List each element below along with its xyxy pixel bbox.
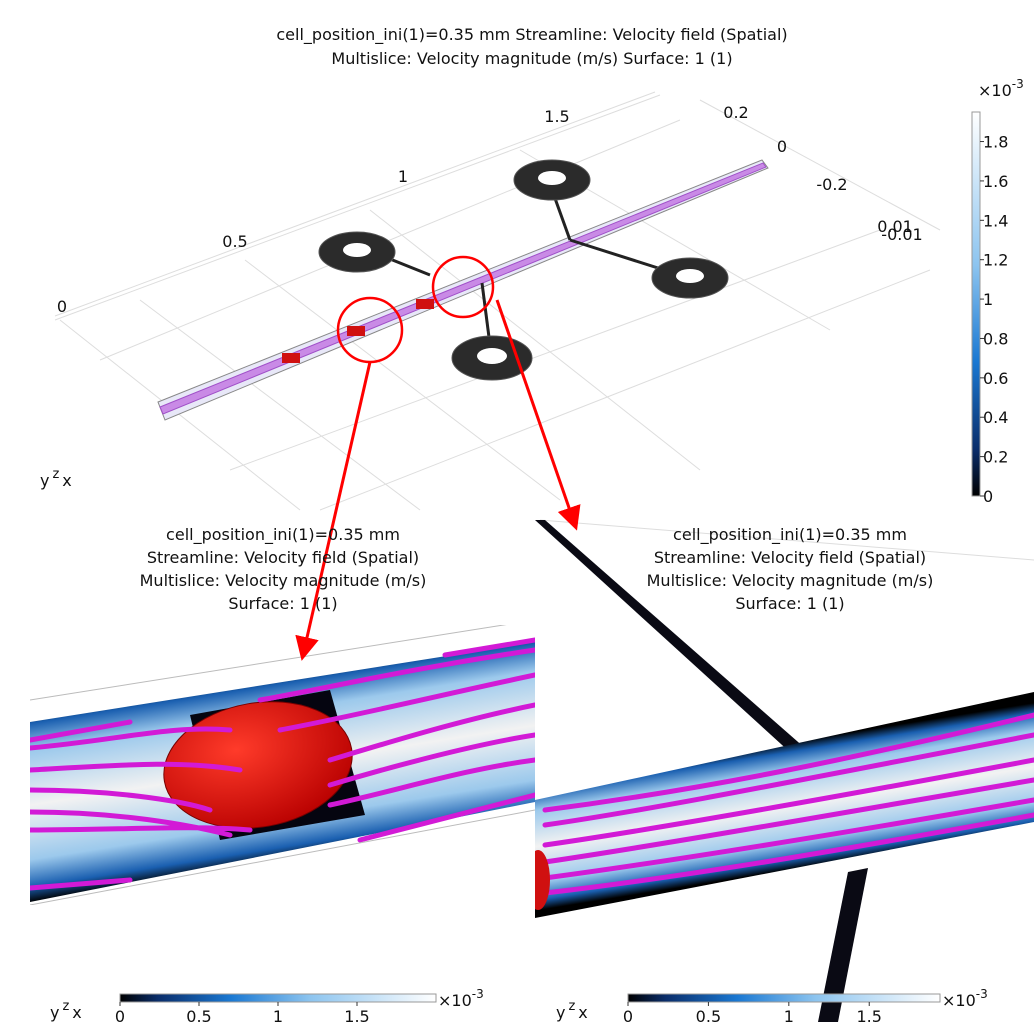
triad-label: x — [578, 1003, 587, 1022]
colorbar-tick-label: 0.5 — [186, 1007, 211, 1022]
left-scene — [30, 620, 535, 905]
triad-label: z — [52, 467, 59, 482]
axis-label: 1.5 — [544, 107, 569, 126]
colorbar-tick-label: 0.5 — [696, 1007, 721, 1022]
exponent-base: ×10 — [942, 991, 976, 1010]
colorbar-tick-label: 0 — [983, 487, 993, 506]
colorbar-tick-label: 0 — [623, 1007, 633, 1022]
triad-label: y — [50, 1003, 59, 1022]
colorbar-tick-label: 1.4 — [983, 211, 1008, 230]
colorbar-tick-label: 0.4 — [983, 408, 1008, 427]
figure: cell_position_ini(1)=0.35 mm Streamline:… — [0, 0, 1034, 1022]
axis-label: -0.01 — [881, 225, 922, 244]
colorbar-tick-label: 1 — [273, 1007, 283, 1022]
panel-title: cell_position_ini(1)=0.35 mm — [673, 525, 907, 545]
colorbar-tick-label: 1 — [983, 290, 993, 309]
axis-label: -0.2 — [816, 175, 847, 194]
axis-label: 0 — [57, 297, 67, 316]
triad-label: z — [568, 999, 575, 1014]
colorbar — [120, 994, 436, 1002]
panel-title: Surface: 1 (1) — [228, 594, 337, 613]
panel-title: Multislice: Velocity magnitude (m/s) — [140, 571, 427, 590]
triad-label: y — [40, 471, 49, 490]
panel-title: Multislice: Velocity magnitude (m/s) — [647, 571, 934, 590]
colorbar — [628, 994, 940, 1002]
colorbar-tick-label: 0 — [115, 1007, 125, 1022]
panel-title: cell_position_ini(1)=0.35 mm Streamline:… — [276, 25, 787, 45]
triad-label: z — [62, 999, 69, 1014]
panel-title: Surface: 1 (1) — [735, 594, 844, 613]
colorbar-exponent: ×10-3 — [978, 77, 1024, 100]
exponent-power: -3 — [1012, 77, 1024, 91]
axis-label: 0.2 — [723, 103, 748, 122]
exponent-base: ×10 — [978, 81, 1012, 100]
colorbar-tick-label: 1.5 — [857, 1007, 882, 1022]
colorbar-tick-label: 1.6 — [983, 172, 1008, 191]
colorbar-tick-label: 0.2 — [983, 448, 1008, 467]
panel-title: Multislice: Velocity magnitude (m/s) Sur… — [331, 49, 732, 68]
triad-label: x — [62, 471, 71, 490]
panel-title: cell_position_ini(1)=0.35 mm — [166, 525, 400, 545]
axis-label: 0 — [777, 137, 787, 156]
panel-title: Streamline: Velocity field (Spatial) — [147, 548, 419, 567]
colorbar-tick-label: 1.2 — [983, 251, 1008, 270]
exponent-base: ×10 — [438, 991, 472, 1010]
colorbar-tick-label: 1.8 — [983, 133, 1008, 152]
panel-title: Streamline: Velocity field (Spatial) — [654, 548, 926, 567]
colorbar — [972, 112, 980, 496]
axis-label: 0.5 — [222, 232, 247, 251]
exponent-power: -3 — [976, 987, 988, 1001]
axis-label: 1 — [398, 167, 408, 186]
triad-label: x — [72, 1003, 81, 1022]
colorbar-tick-label: 1.5 — [344, 1007, 369, 1022]
colorbar-tick-label: 0.8 — [983, 329, 1008, 348]
colorbar-tick-label: 0.6 — [983, 369, 1008, 388]
triad-label: y — [556, 1003, 565, 1022]
colorbar-exponent: ×10-3 — [438, 987, 484, 1010]
exponent-power: -3 — [472, 987, 484, 1001]
colorbar-exponent: ×10-3 — [942, 987, 988, 1010]
colorbar-tick-label: 1 — [784, 1007, 794, 1022]
